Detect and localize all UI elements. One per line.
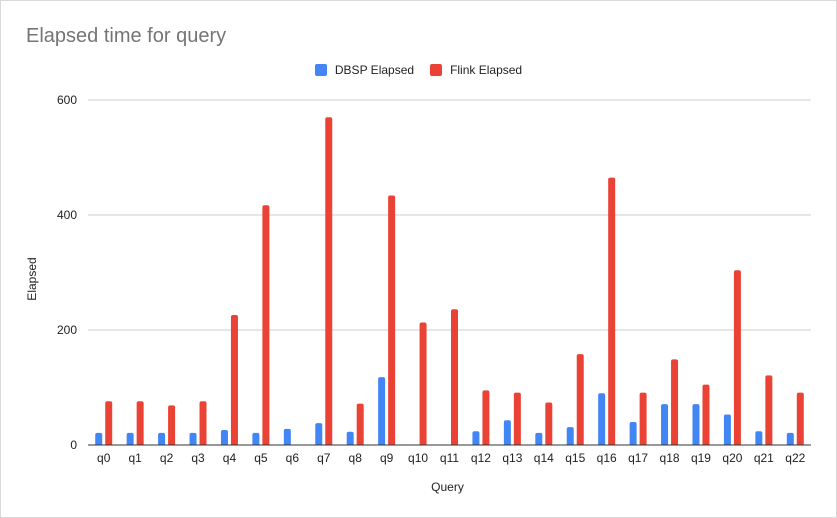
bars: [95, 117, 804, 445]
x-tick-label-q21: q21: [754, 451, 774, 465]
x-tick-labels: q0 q1 q2 q3 q4 q5 q6 q7 q8 q9 q10 q11 q12 q13 q14 q15 q1…: [97, 451, 806, 465]
bar-flink-q18[interactable]: [671, 359, 679, 445]
bar-dbsp-q2[interactable]: [158, 432, 166, 445]
x-tick-label-q3: q3: [191, 451, 205, 465]
bar-flink-q10[interactable]: [419, 322, 427, 445]
y-tick-labels: 0 200 400 600: [57, 93, 77, 452]
x-tick-label-q4: q4: [223, 451, 237, 465]
x-tick-label-q5: q5: [254, 451, 268, 465]
bar-dbsp-q17[interactable]: [629, 422, 637, 445]
bar-flink-q3[interactable]: [199, 401, 207, 445]
bar-dbsp-q13[interactable]: [503, 420, 511, 445]
bar-dbsp-q9[interactable]: [378, 377, 386, 445]
bar-flink-q11[interactable]: [451, 309, 458, 445]
y-tick-label-400: 400: [57, 208, 77, 222]
x-tick-label-q16: q16: [597, 451, 617, 465]
bar-dbsp-q15[interactable]: [566, 427, 574, 445]
bar-dbsp-q21[interactable]: [755, 431, 763, 445]
x-tick-label-q19: q19: [691, 451, 711, 465]
bar-flink-q19[interactable]: [702, 384, 710, 445]
bar-flink-q20[interactable]: [733, 270, 741, 445]
bar-flink-q5[interactable]: [262, 205, 270, 445]
legend-label-flink: Flink Elapsed: [450, 63, 523, 77]
bar-dbsp-q19[interactable]: [692, 404, 700, 445]
bar-dbsp-q20[interactable]: [723, 414, 731, 445]
x-tick-label-q8: q8: [349, 451, 363, 465]
bar-flink-q15[interactable]: [576, 354, 584, 445]
x-axis-title: Query: [431, 480, 464, 494]
bar-dbsp-q22[interactable]: [786, 432, 794, 445]
x-tick-label-q10: q10: [408, 451, 428, 465]
chart-title: Elapsed time for query: [26, 25, 227, 47]
bar-flink-q16[interactable]: [608, 177, 616, 445]
bar-flink-q13[interactable]: [513, 392, 521, 445]
bar-dbsp-q0[interactable]: [95, 432, 103, 445]
bar-dbsp-q18[interactable]: [661, 404, 669, 445]
bar-dbsp-q7[interactable]: [315, 423, 323, 445]
x-tick-label-q11: q11: [440, 451, 459, 465]
y-tick-label-200: 200: [57, 323, 77, 337]
bar-flink-q2[interactable]: [168, 405, 176, 445]
bar-dbsp-q6[interactable]: [283, 428, 291, 445]
bar-flink-q22[interactable]: [796, 392, 804, 445]
bar-dbsp-q1[interactable]: [126, 432, 134, 445]
bar-flink-q9[interactable]: [388, 195, 396, 445]
x-tick-label-q18: q18: [660, 451, 680, 465]
bar-flink-q4[interactable]: [230, 315, 238, 445]
x-tick-label-q13: q13: [502, 451, 522, 465]
x-tick-label-q1: q1: [128, 451, 142, 465]
bar-flink-q17[interactable]: [639, 392, 647, 445]
x-tick-label-q14: q14: [534, 451, 554, 465]
x-tick-label-q9: q9: [380, 451, 394, 465]
x-tick-label-q17: q17: [628, 451, 648, 465]
x-tick-label-q2: q2: [160, 451, 174, 465]
bar-dbsp-q3[interactable]: [189, 432, 197, 445]
bar-flink-q8[interactable]: [356, 403, 364, 445]
bar-flink-q12[interactable]: [482, 390, 490, 445]
bar-dbsp-q4[interactable]: [220, 430, 228, 445]
x-tick-label-q22: q22: [785, 451, 805, 465]
y-tick-label-600: 600: [57, 93, 77, 107]
legend-swatch-dbsp: [314, 64, 327, 76]
bar-flink-q0[interactable]: [105, 401, 113, 445]
legend-swatch-flink: [430, 64, 443, 76]
bar-flink-q14[interactable]: [545, 402, 553, 445]
x-tick-label-q6: q6: [286, 451, 300, 465]
bar-flink-q21[interactable]: [765, 375, 773, 445]
chart-legend: DBSP Elapsed Flink Elapsed: [1, 63, 836, 77]
legend-item-dbsp[interactable]: DBSP Elapsed: [314, 63, 415, 77]
bar-dbsp-q5[interactable]: [252, 432, 260, 445]
bar-dbsp-q12[interactable]: [472, 431, 480, 445]
x-tick-label-q0: q0: [97, 451, 111, 465]
legend-item-flink[interactable]: Flink Elapsed: [430, 63, 522, 77]
x-tick-label-q7: q7: [317, 451, 331, 465]
bar-flink-q7[interactable]: [325, 117, 333, 445]
y-tick-label-0: 0: [70, 438, 77, 452]
bar-dbsp-q14[interactable]: [535, 432, 543, 445]
bar-dbsp-q16[interactable]: [598, 393, 606, 445]
bar-flink-q1[interactable]: [136, 401, 144, 445]
bar-dbsp-q8[interactable]: [346, 431, 354, 445]
gridlines: [88, 99, 811, 331]
y-axis-title: Elapsed: [25, 257, 39, 300]
x-tick-label-q20: q20: [722, 451, 742, 465]
x-tick-label-q15: q15: [565, 451, 585, 465]
legend-label-dbsp: DBSP Elapsed: [334, 63, 415, 77]
x-tick-label-q12: q12: [471, 451, 491, 465]
